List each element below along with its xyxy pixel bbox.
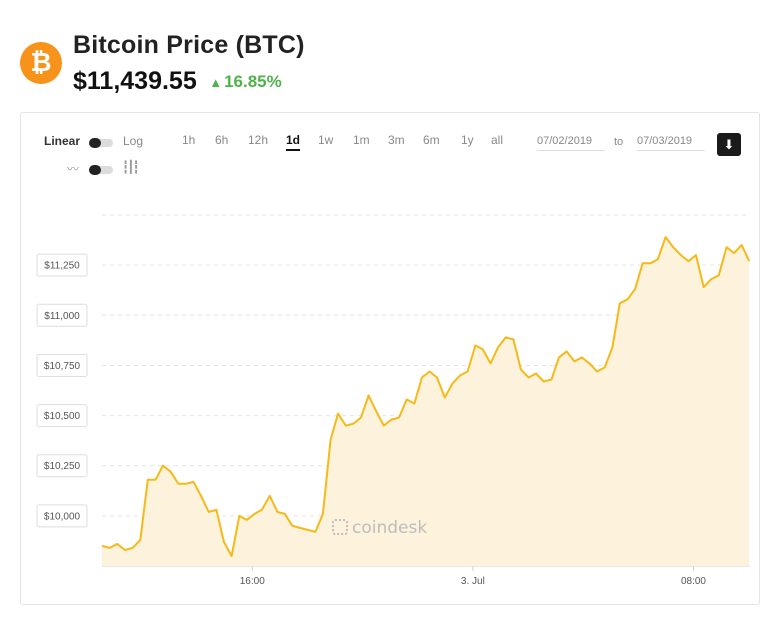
download-icon: ⬇: [723, 137, 735, 152]
chart-style-toggle[interactable]: [89, 165, 113, 175]
y-tick-box: [36, 303, 88, 327]
range-1y[interactable]: 1y: [461, 133, 474, 147]
price-change-badge: ▲ 16.85%: [209, 72, 282, 92]
coindesk-logo-icon: [332, 519, 348, 535]
line-chart-icon: 〰: [67, 162, 80, 176]
range-1h[interactable]: 1h: [182, 133, 196, 147]
scale-toggle[interactable]: [89, 138, 113, 148]
chart-panel: Linear Log 〰 ┇┃┇ 1h 6h 12h 1d 1w 1m 3m 6…: [20, 112, 760, 605]
y-tick-box: [36, 353, 88, 377]
header: ₿ Bitcoin Price (BTC) $11,439.55 ▲ 16.85%: [20, 28, 760, 98]
range-6m[interactable]: 6m: [423, 133, 440, 147]
x-tick-label: 3. Jul: [461, 576, 485, 587]
y-tick: $10,500: [36, 404, 88, 428]
x-tick-label: 16:00: [240, 576, 265, 587]
scale-log-label: Log: [123, 134, 144, 148]
y-tick: $10,250: [36, 454, 88, 478]
coindesk-watermark: coindesk: [332, 518, 427, 538]
price-change-value: 16.85%: [224, 71, 282, 91]
scale-toggle-knob: [89, 138, 101, 148]
range-3m[interactable]: 3m: [388, 133, 405, 147]
price-chart: $10,000 $10,250 $10,500 $10,750 $11,000 $11,2…: [36, 214, 751, 587]
range-1w[interactable]: 1w: [318, 133, 334, 147]
y-tick-label: $11,250: [44, 261, 80, 272]
range-1m[interactable]: 1m: [353, 133, 370, 147]
y-tick: $11,000: [36, 303, 88, 327]
download-button[interactable]: ⬇: [717, 133, 741, 156]
range-12h[interactable]: 12h: [248, 133, 269, 147]
watermark-text: coindesk: [352, 518, 428, 538]
y-tick: $10,000: [36, 504, 88, 528]
up-arrow-icon: ▲: [209, 74, 223, 90]
y-tick-box: [36, 253, 88, 277]
date-to-label: to: [614, 136, 624, 148]
chart-controls: Linear Log 〰 ┇┃┇ 1h 6h 12h 1d 1w 1m 3m 6…: [21, 113, 759, 193]
price-area: [102, 237, 750, 566]
date-from-input[interactable]: [537, 135, 605, 151]
y-tick-box: [36, 404, 88, 428]
y-tick-box: [36, 504, 88, 528]
y-tick-label: $10,250: [44, 461, 81, 472]
y-tick-box: [36, 454, 88, 478]
current-price: $11,439.55: [73, 67, 197, 95]
x-tick-label: 08:00: [681, 576, 706, 587]
y-tick: $10,750: [36, 353, 88, 377]
y-axis: $10,000 $10,250 $10,500 $10,750 $11,000 $11,2…: [36, 253, 88, 528]
y-tick: $11,250: [36, 253, 88, 277]
y-tick-label: $10,000: [44, 511, 81, 522]
x-axis: 16:00 3. Jul 08:00: [240, 566, 706, 587]
bitcoin-logo-icon: ₿: [20, 42, 62, 84]
price-line: [101, 236, 751, 557]
scale-linear-label: Linear: [44, 134, 81, 148]
range-all[interactable]: all: [491, 133, 504, 147]
y-tick-label: $11,000: [44, 311, 80, 322]
y-tick-label: $10,750: [44, 361, 81, 372]
y-tick-label: $10,500: [44, 411, 81, 422]
price-row: $11,439.55 ▲ 16.85%: [73, 67, 282, 97]
range-1d[interactable]: 1d: [286, 133, 301, 151]
date-to-input[interactable]: [637, 135, 705, 151]
range-6h[interactable]: 6h: [215, 133, 229, 147]
page-title: Bitcoin Price (BTC): [73, 31, 305, 59]
candlestick-icon: ┇┃┇: [122, 160, 140, 174]
chart-style-toggle-knob: [89, 165, 101, 175]
